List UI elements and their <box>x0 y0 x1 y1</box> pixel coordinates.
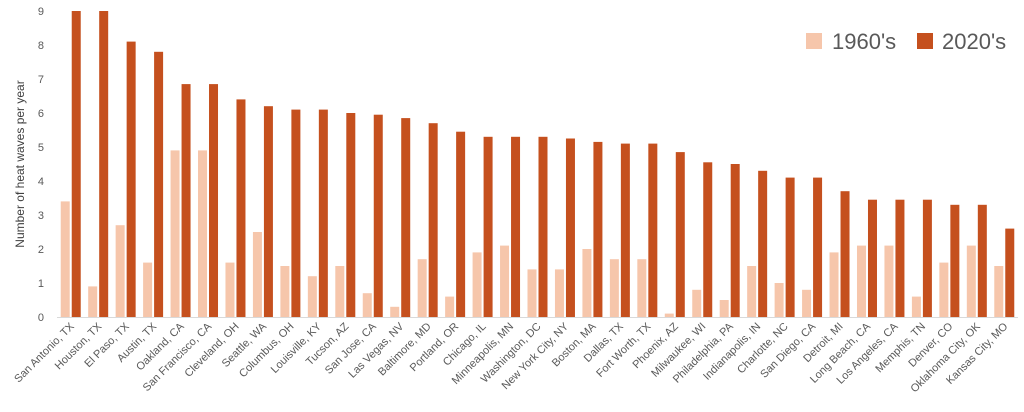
bar-1960s <box>472 252 482 317</box>
bar-1960s <box>280 266 290 317</box>
bar-2020s <box>538 136 548 317</box>
bar-2020s <box>318 109 328 317</box>
bar-1960s <box>417 259 427 317</box>
bar-1960s <box>527 269 537 317</box>
bar-2020s <box>565 138 575 317</box>
bar-2020s <box>813 177 823 317</box>
bar-1960s <box>143 262 153 317</box>
bar-2020s <box>236 99 246 318</box>
y-tick-label: 3 <box>38 210 44 222</box>
y-tick-label: 1 <box>38 278 44 290</box>
bar-1960s <box>939 262 949 317</box>
bar-1960s <box>60 201 70 317</box>
bar-2020s <box>483 136 493 317</box>
bar-1960s <box>664 313 674 317</box>
y-tick-label: 8 <box>38 40 44 52</box>
bar-1960s <box>115 225 125 317</box>
y-tick-label: 7 <box>38 74 44 86</box>
legend-swatch-1960s <box>806 33 822 49</box>
y-tick-label: 2 <box>38 244 44 256</box>
bar-1960s <box>390 306 400 317</box>
bar-2020s <box>291 109 301 317</box>
y-axis-ticks: 0 1 2 3 4 5 6 7 8 9 <box>38 6 44 324</box>
bar-2020s <box>703 162 713 317</box>
bar-1960s <box>582 249 592 317</box>
bar-2020s <box>648 143 658 317</box>
bar-2020s <box>71 11 81 317</box>
y-tick-label: 9 <box>38 6 44 18</box>
bar-2020s <box>922 199 932 317</box>
bar-1960s <box>692 289 702 317</box>
legend-swatch-2020s <box>917 33 933 49</box>
bar-2020s <box>895 199 905 317</box>
bar-1960s <box>609 259 619 317</box>
bar-2020s <box>977 204 987 317</box>
bar-2020s <box>126 41 136 317</box>
bar-1960s <box>170 150 180 317</box>
bar-2020s <box>950 204 960 317</box>
bar-1960s <box>252 232 262 317</box>
bar-series <box>60 11 1015 318</box>
bar-2020s <box>373 114 383 317</box>
bar-1960s <box>994 266 1004 317</box>
y-axis-label: Number of heat waves per year <box>13 80 27 247</box>
bar-1960s <box>719 300 729 317</box>
bar-2020s <box>99 11 109 317</box>
bar-2020s <box>456 131 466 317</box>
bar-1960s <box>362 293 372 317</box>
bar-2020s <box>840 191 850 317</box>
bar-1960s <box>829 252 839 317</box>
bar-2020s <box>209 84 219 317</box>
y-tick-label: 6 <box>38 108 44 120</box>
bar-2020s <box>593 141 603 317</box>
bar-1960s <box>307 276 317 317</box>
bar-1960s <box>88 286 98 317</box>
bar-2020s <box>428 123 438 317</box>
bar-1960s <box>802 289 812 317</box>
y-tick-label: 5 <box>38 142 44 154</box>
bar-2020s <box>867 199 877 317</box>
bar-1960s <box>774 283 784 317</box>
bar-1960s <box>966 245 976 317</box>
bar-1960s <box>225 262 235 317</box>
legend: 1960's 2020's <box>806 29 1006 54</box>
bar-1960s <box>911 296 921 317</box>
bar-2020s <box>263 106 273 317</box>
y-tick-label: 4 <box>38 176 44 188</box>
legend-label-2020s: 2020's <box>942 29 1006 54</box>
y-tick-label: 0 <box>38 312 44 324</box>
bar-2020s <box>758 170 768 317</box>
legend-label-1960s: 1960's <box>832 29 896 54</box>
bar-1960s <box>554 269 564 317</box>
bar-1960s <box>884 245 894 317</box>
bar-2020s <box>154 51 164 318</box>
bar-1960s <box>856 245 866 317</box>
bar-2020s <box>511 136 521 317</box>
bar-1960s <box>335 266 345 317</box>
bar-1960s <box>747 266 757 317</box>
bar-2020s <box>675 152 685 317</box>
bar-2020s <box>1005 228 1015 317</box>
bar-2020s <box>181 84 191 317</box>
bar-2020s <box>730 164 740 317</box>
bar-2020s <box>346 113 356 317</box>
bar-2020s <box>620 143 630 317</box>
bar-2020s <box>785 177 795 317</box>
bar-1960s <box>198 150 208 317</box>
bar-2020s <box>401 118 411 317</box>
bar-1960s <box>445 296 455 317</box>
bar-1960s <box>500 245 510 317</box>
bar-1960s <box>637 259 647 317</box>
